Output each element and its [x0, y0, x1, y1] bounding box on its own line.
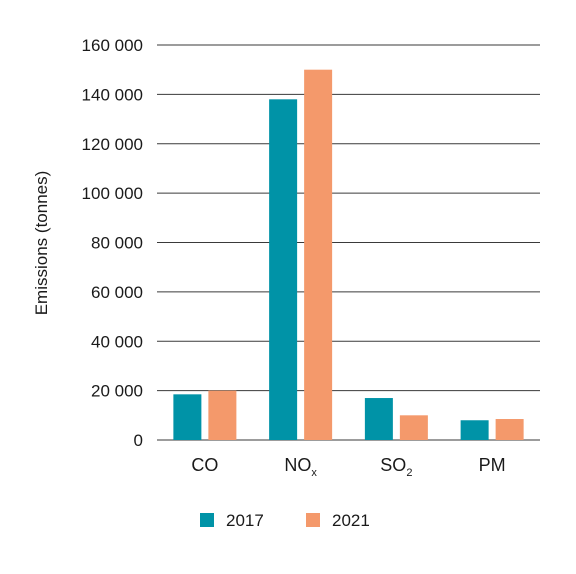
x-category-label: NOx [284, 455, 317, 479]
y-tick-label: 160 000 [82, 36, 143, 55]
gridlines [157, 44, 540, 441]
y-axis-ticks: 0 20 000 40 000 60 000 80 000 100 000 120 000 1… [82, 36, 143, 450]
bar-2021-so2 [399, 415, 428, 440]
y-tick-label: 140 000 [82, 85, 143, 104]
y-tick-label: 20 000 [91, 382, 143, 401]
x-category-label: SO2 [380, 455, 412, 479]
legend-label: 2021 [332, 511, 370, 530]
legend-swatch-2017 [200, 513, 214, 527]
y-tick-label: 0 [134, 431, 143, 450]
bars [173, 69, 524, 440]
bar-2021-nox [304, 69, 333, 440]
x-axis-categories: CO NOx SO2 PM [191, 455, 505, 479]
y-axis-title: Emissions (tonnes) [32, 171, 51, 316]
x-category-label: PM [479, 455, 506, 475]
bar-2021-co [208, 390, 237, 440]
x-category-label: CO [191, 455, 218, 475]
y-tick-label: 80 000 [91, 234, 143, 253]
y-tick-label: 120 000 [82, 135, 143, 154]
bar-2017-pm [460, 420, 489, 440]
legend: 2017 2021 [200, 511, 370, 530]
bar-2021-pm [495, 419, 524, 440]
y-tick-label: 60 000 [91, 283, 143, 302]
legend-swatch-2021 [306, 513, 320, 527]
bar-2017-co [173, 394, 202, 440]
y-tick-label: 100 000 [82, 184, 143, 203]
y-tick-label: 40 000 [91, 332, 143, 351]
bar-2017-so2 [364, 398, 393, 440]
bar-2017-nox [269, 99, 298, 440]
legend-label: 2017 [226, 511, 264, 530]
